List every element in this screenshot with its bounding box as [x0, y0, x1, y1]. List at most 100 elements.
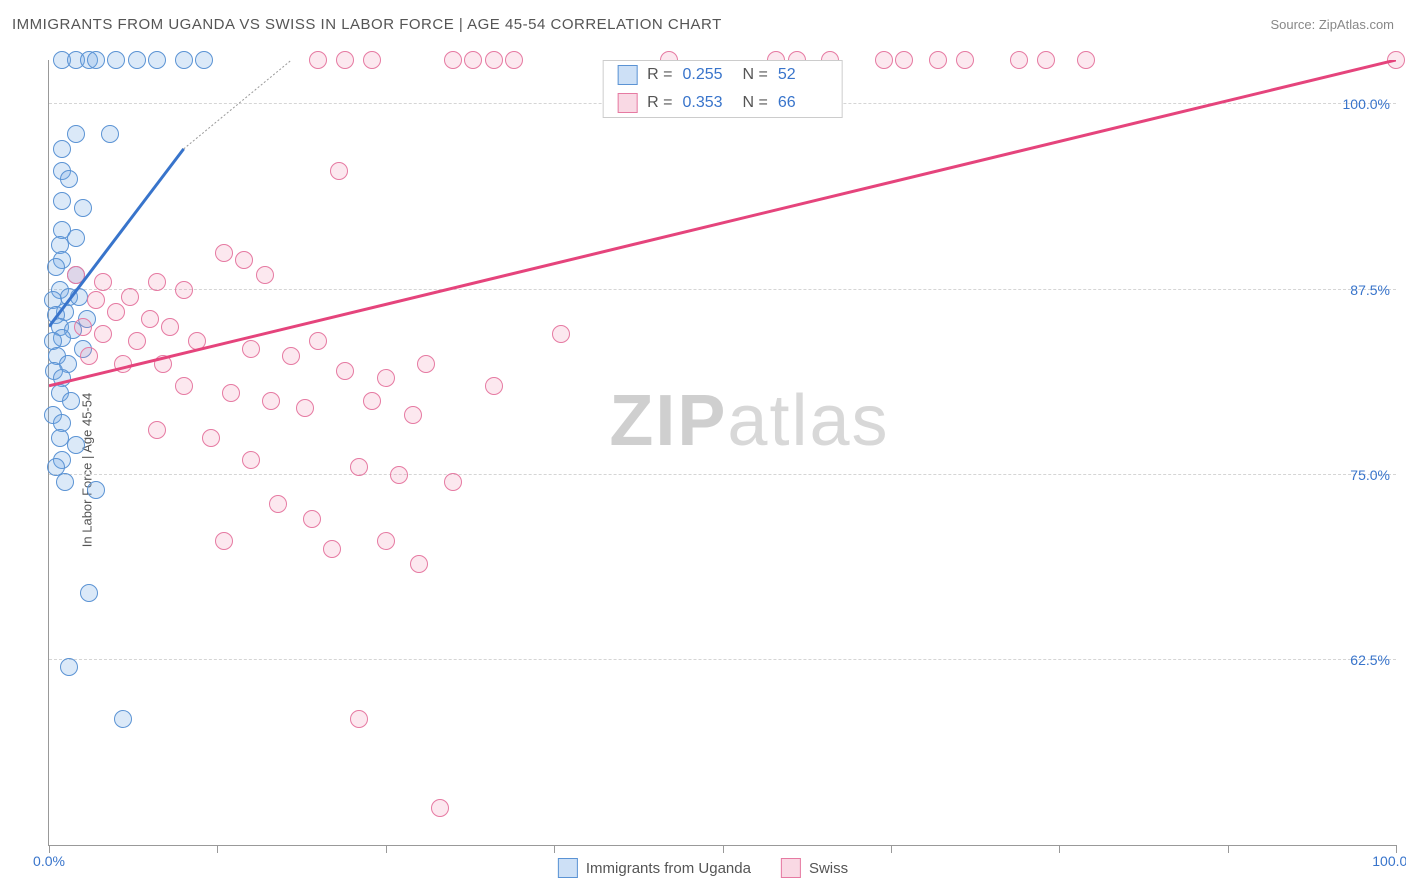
point-swiss	[552, 325, 570, 343]
gridline-h	[49, 659, 1396, 660]
point-swiss	[107, 303, 125, 321]
legend-n-label: N =	[743, 66, 768, 84]
point-swiss	[505, 51, 523, 69]
point-uganda	[114, 710, 132, 728]
point-uganda	[67, 125, 85, 143]
point-uganda	[47, 258, 65, 276]
legend-r-label: R =	[647, 66, 672, 84]
point-swiss	[148, 421, 166, 439]
point-swiss	[94, 273, 112, 291]
point-uganda	[195, 51, 213, 69]
point-swiss	[330, 162, 348, 180]
point-swiss	[323, 540, 341, 558]
x-tick	[386, 845, 387, 853]
point-uganda	[53, 192, 71, 210]
point-swiss	[215, 532, 233, 550]
point-uganda	[148, 51, 166, 69]
point-swiss	[464, 51, 482, 69]
point-swiss	[235, 251, 253, 269]
x-tick	[1396, 845, 1397, 853]
point-swiss	[485, 51, 503, 69]
point-uganda	[107, 51, 125, 69]
legend-label-uganda: Immigrants from Uganda	[586, 860, 751, 877]
point-swiss	[222, 384, 240, 402]
point-swiss	[956, 51, 974, 69]
point-swiss	[242, 451, 260, 469]
point-swiss	[80, 347, 98, 365]
x-tick	[554, 845, 555, 853]
point-swiss	[87, 291, 105, 309]
gridline-h	[49, 474, 1396, 475]
y-tick-label: 87.5%	[1330, 282, 1390, 298]
point-swiss	[114, 355, 132, 373]
x-tick	[1059, 845, 1060, 853]
point-swiss	[202, 429, 220, 447]
point-uganda	[80, 584, 98, 602]
point-swiss	[417, 355, 435, 373]
point-uganda	[60, 170, 78, 188]
legend-r-value-swiss: 0.353	[683, 94, 733, 112]
point-swiss	[269, 495, 287, 513]
x-tick-label: 0.0%	[33, 853, 65, 869]
point-uganda	[60, 658, 78, 676]
x-tick	[723, 845, 724, 853]
point-uganda	[67, 436, 85, 454]
x-tick	[891, 845, 892, 853]
point-swiss	[67, 266, 85, 284]
point-swiss	[350, 458, 368, 476]
plot-region: ZIPatlas R = 0.255 N = 52 R = 0.353 N = …	[48, 60, 1396, 846]
point-uganda	[87, 481, 105, 499]
swatch-blue-icon	[617, 65, 637, 85]
point-swiss	[875, 51, 893, 69]
point-swiss	[363, 392, 381, 410]
point-uganda	[70, 288, 88, 306]
point-swiss	[350, 710, 368, 728]
point-uganda	[67, 229, 85, 247]
point-uganda	[53, 140, 71, 158]
point-swiss	[154, 355, 172, 373]
legend-item-uganda: Immigrants from Uganda	[558, 858, 751, 878]
point-swiss	[74, 318, 92, 336]
watermark: ZIPatlas	[609, 380, 889, 462]
point-swiss	[336, 362, 354, 380]
point-swiss	[377, 532, 395, 550]
point-swiss	[377, 369, 395, 387]
point-swiss	[215, 244, 233, 262]
point-uganda	[62, 392, 80, 410]
swatch-pink-icon	[781, 858, 801, 878]
x-tick	[1228, 845, 1229, 853]
swatch-blue-icon	[558, 858, 578, 878]
point-swiss	[895, 51, 913, 69]
point-swiss	[128, 332, 146, 350]
legend-r-value-uganda: 0.255	[683, 66, 733, 84]
point-swiss	[431, 799, 449, 817]
point-swiss	[121, 288, 139, 306]
point-swiss	[1037, 51, 1055, 69]
legend-label-swiss: Swiss	[809, 860, 848, 877]
point-swiss	[309, 51, 327, 69]
legend-row-swiss: R = 0.353 N = 66	[603, 89, 842, 117]
point-swiss	[1077, 51, 1095, 69]
point-swiss	[282, 347, 300, 365]
watermark-atlas: atlas	[727, 381, 889, 461]
legend-item-swiss: Swiss	[781, 858, 848, 878]
y-tick-label: 62.5%	[1330, 652, 1390, 668]
point-swiss	[242, 340, 260, 358]
point-swiss	[485, 377, 503, 395]
point-swiss	[929, 51, 947, 69]
y-tick-label: 75.0%	[1330, 467, 1390, 483]
point-swiss	[256, 266, 274, 284]
legend-n-value-uganda: 52	[778, 66, 828, 84]
point-swiss	[404, 406, 422, 424]
y-tick-label: 100.0%	[1330, 96, 1390, 112]
point-swiss	[444, 473, 462, 491]
point-swiss	[303, 510, 321, 528]
point-uganda	[56, 473, 74, 491]
point-swiss	[262, 392, 280, 410]
legend-row-uganda: R = 0.255 N = 52	[603, 61, 842, 89]
point-swiss	[309, 332, 327, 350]
legend-n-label: N =	[743, 94, 768, 112]
point-swiss	[175, 281, 193, 299]
point-uganda	[175, 51, 193, 69]
point-uganda	[101, 125, 119, 143]
